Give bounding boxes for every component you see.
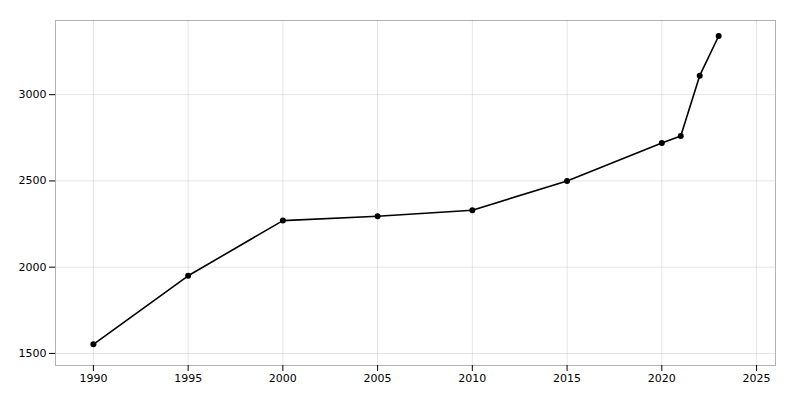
svg-text:2005: 2005 xyxy=(364,372,392,385)
svg-text:2000: 2000 xyxy=(269,372,297,385)
svg-text:2000: 2000 xyxy=(19,261,47,274)
svg-text:1990: 1990 xyxy=(79,372,107,385)
svg-text:1500: 1500 xyxy=(19,347,47,360)
svg-text:2500: 2500 xyxy=(19,174,47,187)
svg-text:2010: 2010 xyxy=(458,372,486,385)
svg-text:2020: 2020 xyxy=(648,372,676,385)
svg-text:2015: 2015 xyxy=(553,372,581,385)
svg-text:2025: 2025 xyxy=(743,372,771,385)
svg-text:1995: 1995 xyxy=(174,372,202,385)
svg-text:3000: 3000 xyxy=(19,88,47,101)
